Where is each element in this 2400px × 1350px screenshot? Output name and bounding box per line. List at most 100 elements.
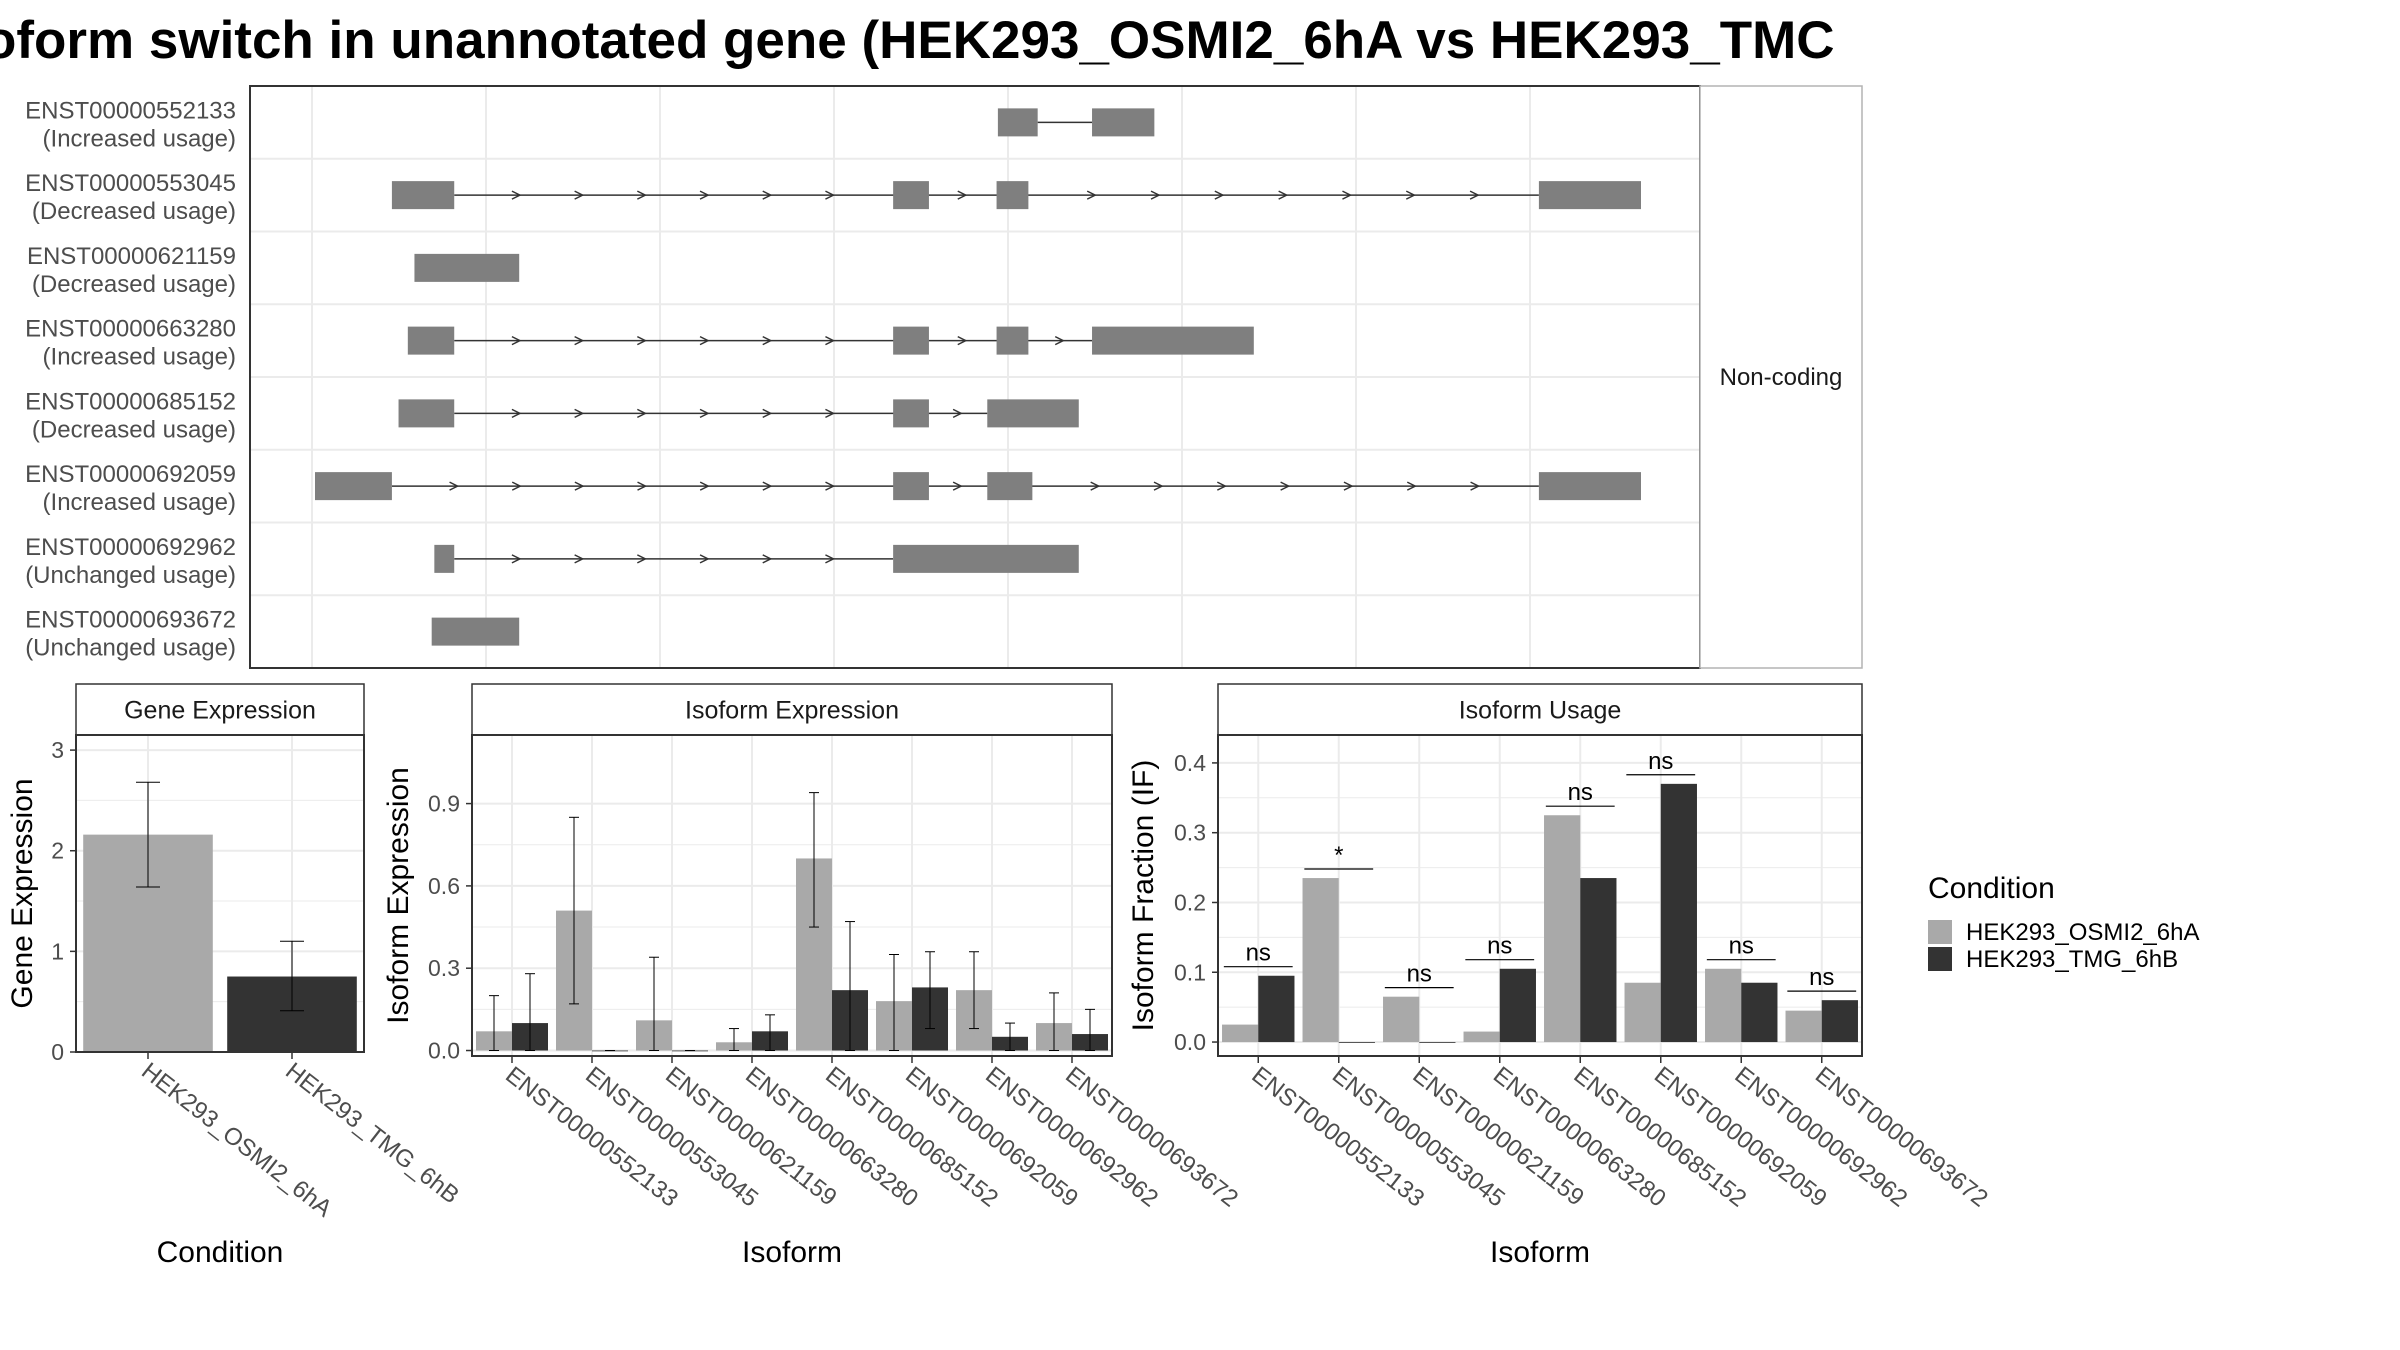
transcript-id-label: ENST00000693672 [25, 607, 236, 634]
exon-block [315, 472, 392, 501]
strand-arrow [1343, 481, 1354, 491]
panel-strip-title: Gene Expression [124, 697, 316, 725]
strand-arrow [1469, 190, 1480, 200]
panel-strip [471, 683, 1113, 736]
title-clip-mask [1862, 0, 2400, 80]
exon-block [434, 544, 455, 573]
transcript-status-label: (Unchanged usage) [25, 562, 236, 589]
exon-block [893, 472, 929, 501]
figure-title: oform switch in unannotated gene (HEK293… [0, 11, 1835, 70]
y-tick-label: 0.4 [1174, 750, 1206, 776]
strand-arrow [1406, 481, 1417, 491]
y-axis-title: Gene Expression [6, 778, 39, 1008]
exon-block [407, 326, 455, 355]
y-tick-label: 0.9 [428, 791, 460, 817]
transcript-status-label: (Increased usage) [43, 489, 236, 516]
panel-border [75, 734, 365, 1053]
strand-arrow [574, 554, 585, 564]
y-tick-label: 0.2 [1174, 889, 1206, 915]
panel-strip-title: Isoform Usage [1459, 697, 1622, 725]
strand-arrow [511, 554, 522, 564]
strand-arrow [1090, 481, 1101, 491]
strand-arrow [762, 335, 773, 346]
exon-block [398, 399, 455, 428]
strand-arrow [511, 190, 522, 200]
strand-arrow [762, 554, 773, 564]
y-tick-label: 0.3 [1174, 820, 1206, 846]
transcript-status-label: (Decreased usage) [32, 271, 236, 298]
significance-label: ns [1568, 779, 1593, 806]
panel-border [471, 734, 1113, 1057]
data-bar [1463, 1031, 1500, 1043]
y-tick-label: 0.3 [428, 955, 460, 981]
exon-block [431, 617, 520, 646]
strand-arrow [825, 190, 836, 200]
transcript-id-label: ENST00000553045 [25, 170, 236, 197]
strand-arrow [1280, 481, 1291, 491]
legend-swatch [1928, 947, 1952, 971]
exon-block [391, 181, 455, 210]
strand-arrow [699, 190, 710, 200]
strand-arrow [636, 190, 648, 200]
transcript-id-label: ENST00000663280 [25, 316, 236, 343]
data-bar [1499, 968, 1536, 1043]
exon-block [997, 108, 1038, 137]
data-bar [1580, 878, 1617, 1043]
exon-block [1092, 108, 1155, 137]
strand-arrow [511, 481, 522, 491]
exon-block [1538, 472, 1641, 501]
strand-arrow [574, 335, 585, 346]
panel-strip [1217, 683, 1863, 736]
exon-block [996, 181, 1029, 210]
strand-arrow [511, 408, 522, 419]
legend-title: Condition [1928, 872, 2055, 905]
strand-arrow [699, 408, 710, 419]
transcript-id-label: ENST00000621159 [27, 243, 236, 270]
strand-arrow [1470, 481, 1481, 491]
data-bar [1419, 1042, 1456, 1043]
transcript-status-label: (Decreased usage) [32, 416, 236, 443]
transcript-id-label: ENST00000552133 [25, 97, 236, 124]
legend-swatch [1928, 920, 1952, 944]
strand-arrow [762, 190, 773, 200]
transcript-status-label: (Increased usage) [43, 344, 236, 371]
legend-label: HEK293_TMG_6hB [1966, 946, 2178, 973]
strand-arrow [1054, 335, 1065, 346]
y-tick-label: 0.0 [428, 1038, 460, 1064]
strand-arrow [825, 335, 836, 346]
data-bar [1660, 783, 1697, 1043]
significance-label: ns [1809, 964, 1834, 991]
strand-arrow [825, 554, 836, 564]
transcript-id-label: ENST00000692059 [25, 461, 236, 488]
strand-arrow [574, 190, 585, 200]
structure-strip [1699, 85, 1863, 669]
strand-arrow [952, 408, 963, 419]
significance-label: ns [1648, 748, 1673, 775]
exon-block [893, 181, 929, 210]
strand-arrow [1342, 190, 1353, 200]
exon-block [893, 399, 929, 428]
panel-strip [75, 683, 365, 736]
coding-status-strip-label: Non-coding [1720, 364, 1843, 391]
strand-arrow [636, 408, 648, 419]
strand-arrow [762, 408, 773, 419]
y-tick-label: 0.6 [428, 873, 460, 899]
strand-arrow [636, 554, 648, 564]
x-axis-title: Condition [157, 1236, 284, 1269]
strand-arrow [762, 481, 773, 491]
y-tick-label: 0.0 [1174, 1029, 1206, 1055]
data-bar [1258, 975, 1295, 1043]
strand-arrow [957, 335, 968, 346]
y-tick-label: 3 [51, 737, 64, 763]
y-tick-label: 0 [51, 1039, 64, 1065]
transcript-structure-panel: ENST00000552133(Increased usage)ENST0000… [25, 85, 1863, 669]
strand-arrow [699, 554, 710, 564]
exon-block [414, 253, 520, 282]
strand-arrow [1278, 190, 1289, 200]
exon-block [893, 326, 929, 355]
data-bar [1785, 1010, 1822, 1043]
data-bar [1624, 982, 1661, 1043]
y-axis-title: Isoform Expression [382, 767, 415, 1024]
panel-border [1217, 734, 1863, 1057]
